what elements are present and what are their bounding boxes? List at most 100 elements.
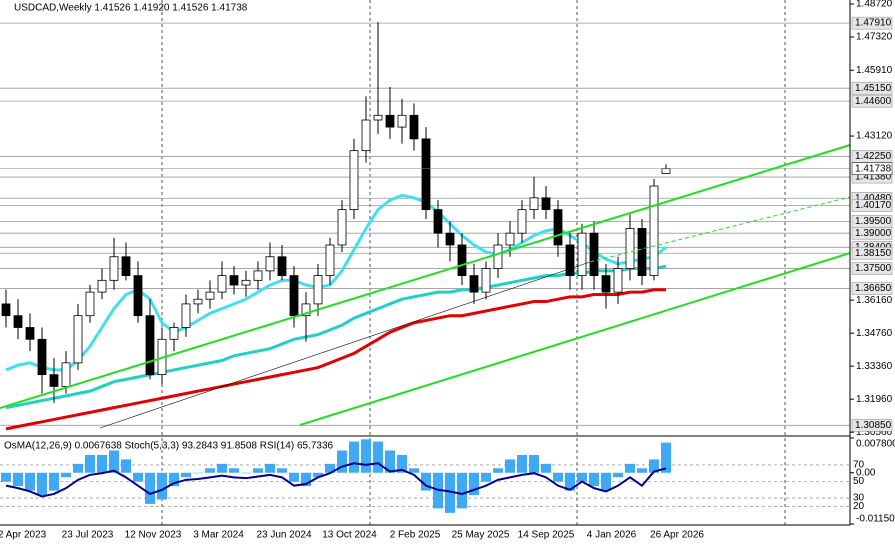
osma-bar <box>277 468 287 473</box>
candle-body <box>565 244 575 277</box>
candle-body <box>409 114 419 140</box>
osma-bar <box>169 472 179 487</box>
candle-body <box>661 168 671 175</box>
level-label: 1.36650 <box>855 283 892 294</box>
candle-body <box>289 275 299 317</box>
y-tick-label: 1.30560 <box>856 427 893 438</box>
candle-body <box>133 275 143 317</box>
level-label: 1.41380 <box>855 172 892 183</box>
osma-bar <box>577 472 587 482</box>
level-box <box>851 246 893 260</box>
osma-bar <box>241 472 251 474</box>
osma-bar <box>349 441 359 473</box>
osma-bar <box>469 472 479 496</box>
y-tick-label: 1.43120 <box>856 131 893 142</box>
osma-bar <box>73 463 83 473</box>
level-box <box>851 262 893 275</box>
osma-bar <box>25 472 35 491</box>
candle-body <box>37 338 47 376</box>
osma-bar <box>529 454 539 473</box>
osma-bar <box>133 472 143 482</box>
candle-body <box>517 209 527 234</box>
osma-bar <box>229 468 239 473</box>
osma-bar <box>109 450 119 473</box>
osma-bar <box>625 463 635 473</box>
candle-body <box>397 114 407 128</box>
y-tick-label: 1.34760 <box>856 328 893 339</box>
x-tick-label: 2 Feb 2025 <box>390 530 441 541</box>
candle-body <box>613 268 623 293</box>
osma-bar <box>601 472 611 491</box>
candle-body <box>577 232 587 277</box>
rsi-line <box>5 462 667 498</box>
osma-bar <box>361 439 371 473</box>
osma-bar <box>325 463 335 473</box>
osma-bar <box>553 472 563 482</box>
candle-body <box>493 244 503 269</box>
y-tick-label: 0.00 <box>856 467 876 478</box>
candle-body <box>277 256 287 277</box>
osma-bar <box>313 472 323 478</box>
x-tick-label: 3 Mar 2024 <box>193 530 244 541</box>
osma-bar <box>493 468 503 473</box>
y2-tick-label: 50 <box>853 476 865 487</box>
candle-body <box>541 197 551 211</box>
y-tick-label: 1.36160 <box>856 295 893 306</box>
candle-body <box>469 275 479 293</box>
x-tick-label: 25 May 2025 <box>452 530 510 541</box>
candle-body <box>529 197 539 211</box>
y-tick-label: -0.011500 <box>856 514 895 525</box>
candle-body <box>181 303 191 328</box>
level-label: 1.38150 <box>855 248 892 259</box>
osma-bar <box>301 472 311 487</box>
level-box <box>851 81 893 95</box>
y2-tick-label: 30 <box>853 493 865 504</box>
candle-body <box>253 270 263 281</box>
candle-body <box>217 275 227 293</box>
candle-body <box>313 275 323 305</box>
osma-bar <box>649 459 659 473</box>
level-box <box>851 226 893 240</box>
level-label: 1.39000 <box>855 228 892 239</box>
level-box <box>851 419 893 432</box>
osma-bar <box>49 472 59 491</box>
y-tick-label: 1.48720 <box>856 0 893 10</box>
osma-bar <box>409 468 419 473</box>
candle-body <box>589 232 599 277</box>
candle-body <box>433 209 443 234</box>
candle-body <box>229 275 239 286</box>
candle-body <box>349 150 359 211</box>
candle-body <box>13 315 23 328</box>
y2-tick-label: 20 <box>853 501 865 512</box>
level-label: 1.45150 <box>855 83 892 94</box>
candle-body <box>73 315 83 364</box>
x-tick-label: 2 Apr 2023 <box>0 530 47 541</box>
candle-body <box>205 291 215 300</box>
level-label: 1.40480 <box>855 193 892 204</box>
x-tick-label: 13 Oct 2024 <box>322 530 377 541</box>
osma-bar <box>121 459 131 473</box>
y2-tick-label: 70 <box>853 460 865 471</box>
osma-bar <box>505 459 515 473</box>
x-tick-label: 12 Nov 2023 <box>125 530 182 541</box>
x-tick-label: 4 Jan 2026 <box>587 530 637 541</box>
candle-body <box>301 303 311 317</box>
candle-body <box>325 244 335 277</box>
level-label: 1.30850 <box>855 420 892 431</box>
candle-body <box>97 279 107 293</box>
candle-body <box>61 362 71 387</box>
price-pane <box>0 22 850 431</box>
y-tick-label: 1.31960 <box>856 394 893 405</box>
candle-body <box>373 114 383 121</box>
osma-bar <box>613 472 623 478</box>
candle-body <box>421 138 431 211</box>
candle-body <box>361 119 371 152</box>
candle-body <box>457 244 467 277</box>
candle-body <box>49 374 59 387</box>
level-label: 1.39500 <box>855 216 892 227</box>
candle-body <box>193 298 203 305</box>
osma-bar <box>13 472 23 487</box>
osma-bar <box>661 442 671 473</box>
